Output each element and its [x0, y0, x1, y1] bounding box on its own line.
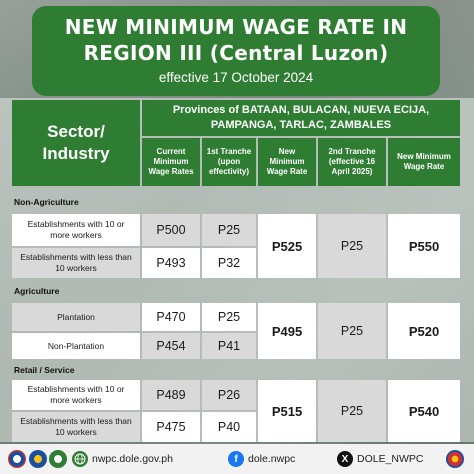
dole-logo	[8, 450, 26, 468]
group-label: Agriculture	[14, 286, 60, 296]
website-link[interactable]: nwpc.dole.gov.ph	[92, 453, 173, 465]
column-header-final-rate: New Minimum Wage Rate	[388, 138, 460, 186]
provinces-header: Provinces of BATAAN, BULACAN, NUEVA ECIJ…	[142, 100, 460, 136]
current-rate: P475	[142, 412, 200, 442]
effective-date: effective 17 October 2024	[158, 70, 314, 85]
tranche1-amount: P32	[202, 248, 256, 278]
row-label: Establishments with less than 10 workers	[12, 248, 140, 278]
bagong-pilipinas-logo	[446, 450, 464, 468]
tranche1-amount: P25	[202, 303, 256, 331]
x-link[interactable]: DOLE_NWPC	[357, 453, 424, 465]
sector-header: Sector/ Industry	[12, 100, 140, 186]
tranche1-amount: P26	[202, 380, 256, 410]
column-header-tranche1: 1st Tranche (upon effectivity)	[202, 138, 256, 186]
row-label: Non-Plantation	[12, 333, 140, 359]
group-label: Retail / Service	[14, 365, 75, 375]
column-header-current: Current Minimum Wage Rates	[142, 138, 200, 186]
row-label: Establishments with 10 or more workers	[12, 380, 140, 410]
facebook-icon: f	[228, 451, 244, 467]
current-rate: P489	[142, 380, 200, 410]
current-rate: P493	[142, 248, 200, 278]
title-line-2: REGION III (Central Luzon)	[83, 41, 389, 65]
tranche1-amount: P40	[202, 412, 256, 442]
tranche2-amount: P25	[318, 214, 386, 278]
current-rate: P470	[142, 303, 200, 331]
row-label: Plantation	[12, 303, 140, 331]
tranche2-amount: P25	[318, 380, 386, 442]
new-rate: P515	[258, 380, 316, 442]
facebook-link[interactable]: dole.nwpc	[248, 453, 296, 465]
final-rate: P550	[388, 214, 460, 278]
final-rate: P540	[388, 380, 460, 442]
x-icon: X	[337, 451, 353, 467]
new-rate: P525	[258, 214, 316, 278]
tranche2-amount: P25	[318, 303, 386, 359]
tranche1-amount: P41	[202, 333, 256, 359]
row-label: Establishments with less than 10 workers	[12, 412, 140, 442]
title-line-1: NEW MINIMUM WAGE RATE IN	[64, 15, 408, 39]
new-rate: P495	[258, 303, 316, 359]
group-label: Non-Agriculture	[14, 197, 79, 207]
tranche1-amount: P25	[202, 214, 256, 246]
title-banner: NEW MINIMUM WAGE RATE IN REGION III (Cen…	[32, 6, 440, 96]
seal-logo	[49, 450, 67, 468]
globe-icon	[72, 451, 88, 467]
column-header-new-rate: New Minimum Wage Rate	[258, 138, 316, 186]
column-header-tranche2: 2nd Tranche (effective 16 April 2025)	[318, 138, 386, 186]
current-rate: P500	[142, 214, 200, 246]
row-label: Establishments with 10 or more workers	[12, 214, 140, 246]
footer-bar: nwpc.dole.gov.ph f dole.nwpc X DOLE_NWPC	[0, 444, 474, 474]
current-rate: P454	[142, 333, 200, 359]
final-rate: P520	[388, 303, 460, 359]
nwpc-logo	[29, 450, 47, 468]
